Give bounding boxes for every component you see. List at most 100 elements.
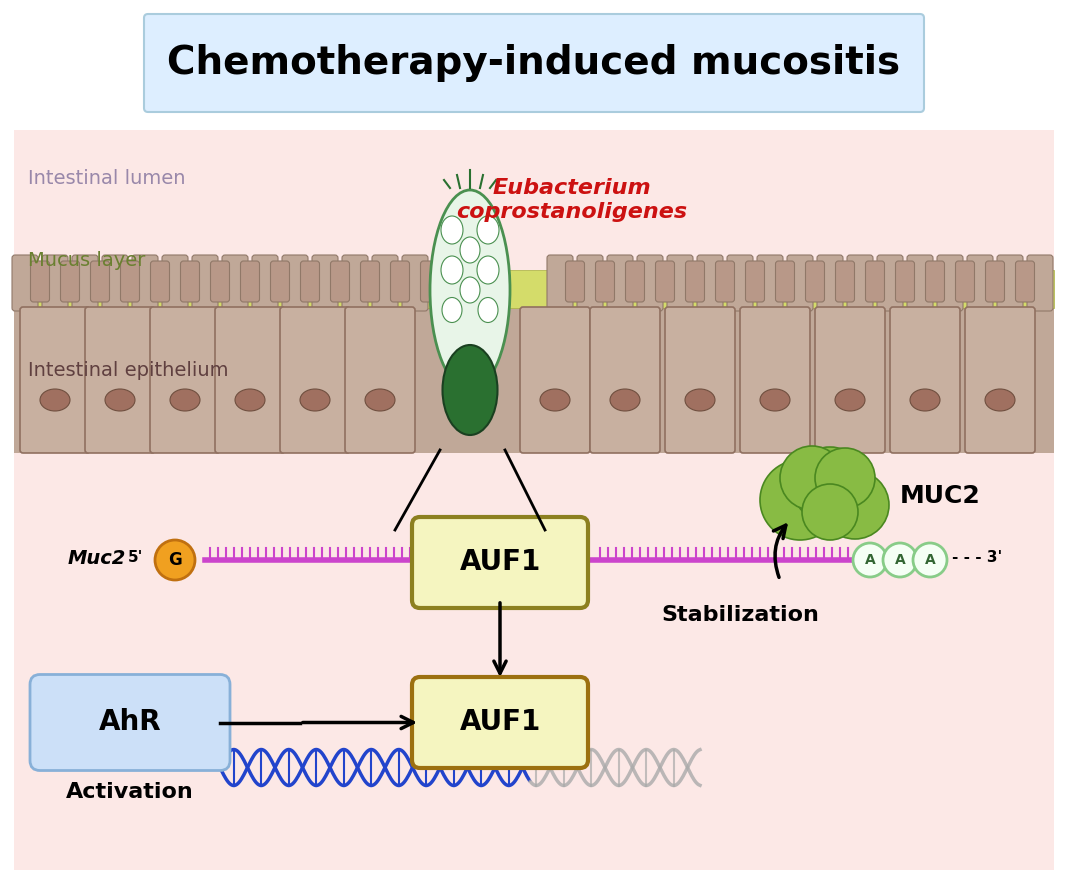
Ellipse shape [910,389,940,411]
FancyBboxPatch shape [342,255,368,311]
Circle shape [760,460,841,540]
FancyBboxPatch shape [965,307,1035,453]
Ellipse shape [460,277,480,303]
Ellipse shape [442,298,462,323]
Ellipse shape [477,216,499,244]
FancyBboxPatch shape [847,255,873,311]
FancyBboxPatch shape [1027,255,1053,311]
FancyBboxPatch shape [596,261,614,302]
Text: - - - 3': - - - 3' [952,550,1002,565]
FancyBboxPatch shape [72,255,98,311]
FancyBboxPatch shape [151,261,170,302]
Text: Intestinal epithelium: Intestinal epithelium [28,361,229,379]
Ellipse shape [540,389,570,411]
Text: A: A [895,553,906,567]
FancyBboxPatch shape [85,307,155,453]
FancyBboxPatch shape [300,261,319,302]
FancyBboxPatch shape [361,261,379,302]
FancyBboxPatch shape [150,307,220,453]
FancyBboxPatch shape [577,255,603,311]
FancyBboxPatch shape [431,255,458,311]
FancyBboxPatch shape [412,517,588,608]
FancyBboxPatch shape [547,255,574,311]
FancyBboxPatch shape [637,255,663,311]
FancyBboxPatch shape [372,255,398,311]
FancyBboxPatch shape [1016,261,1035,302]
FancyBboxPatch shape [180,261,200,302]
FancyBboxPatch shape [282,255,308,311]
FancyBboxPatch shape [30,674,230,771]
FancyBboxPatch shape [745,261,765,302]
Ellipse shape [300,389,330,411]
FancyBboxPatch shape [817,255,843,311]
FancyBboxPatch shape [787,255,813,311]
FancyBboxPatch shape [835,261,854,302]
Text: Stabilization: Stabilization [661,605,819,625]
FancyBboxPatch shape [656,261,675,302]
Ellipse shape [835,389,865,411]
Ellipse shape [441,216,464,244]
FancyBboxPatch shape [520,307,590,453]
FancyBboxPatch shape [61,261,79,302]
FancyBboxPatch shape [162,255,188,311]
Ellipse shape [460,237,480,263]
Ellipse shape [477,256,499,284]
Circle shape [883,543,917,577]
Ellipse shape [40,389,70,411]
FancyBboxPatch shape [986,261,1005,302]
Text: Chemotherapy-induced mucositis: Chemotherapy-induced mucositis [168,44,900,82]
Ellipse shape [441,256,464,284]
Ellipse shape [170,389,200,411]
FancyBboxPatch shape [815,307,885,453]
FancyBboxPatch shape [402,255,428,311]
Text: Eubacterium: Eubacterium [492,178,651,198]
Text: Intestinal lumen: Intestinal lumen [28,168,186,188]
Circle shape [821,471,889,539]
Ellipse shape [478,298,498,323]
FancyBboxPatch shape [775,261,795,302]
Ellipse shape [105,389,135,411]
Text: Mucus layer: Mucus layer [28,251,145,269]
Text: AUF1: AUF1 [459,548,540,577]
FancyBboxPatch shape [757,255,783,311]
FancyBboxPatch shape [222,255,248,311]
FancyBboxPatch shape [590,307,660,453]
FancyBboxPatch shape [144,14,924,112]
FancyBboxPatch shape [42,255,68,311]
FancyBboxPatch shape [665,307,735,453]
Circle shape [155,540,195,580]
FancyBboxPatch shape [312,255,337,311]
FancyBboxPatch shape [391,261,409,302]
FancyBboxPatch shape [740,307,810,453]
FancyBboxPatch shape [805,261,824,302]
FancyBboxPatch shape [686,261,705,302]
FancyBboxPatch shape [895,261,914,302]
FancyBboxPatch shape [345,307,415,453]
FancyBboxPatch shape [626,261,644,302]
FancyBboxPatch shape [727,255,753,311]
Text: A: A [865,553,876,567]
Ellipse shape [760,389,790,411]
FancyBboxPatch shape [956,261,974,302]
Ellipse shape [365,389,395,411]
FancyBboxPatch shape [607,255,633,311]
Circle shape [913,543,947,577]
FancyBboxPatch shape [421,261,440,302]
Circle shape [792,447,868,523]
FancyBboxPatch shape [14,270,1054,308]
Ellipse shape [235,389,265,411]
FancyBboxPatch shape [716,261,735,302]
FancyBboxPatch shape [20,307,90,453]
FancyBboxPatch shape [412,677,588,768]
FancyBboxPatch shape [280,307,350,453]
FancyBboxPatch shape [668,255,693,311]
Ellipse shape [442,345,498,435]
FancyBboxPatch shape [210,261,230,302]
FancyBboxPatch shape [907,255,933,311]
Circle shape [853,543,888,577]
FancyBboxPatch shape [877,255,904,311]
Ellipse shape [430,190,511,390]
FancyBboxPatch shape [330,261,349,302]
FancyBboxPatch shape [890,307,960,453]
Circle shape [780,446,844,510]
